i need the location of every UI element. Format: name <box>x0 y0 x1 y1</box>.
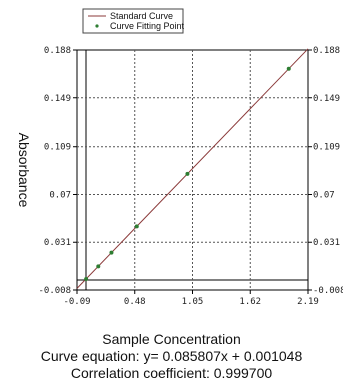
x-tick-labels: -0.09 0.48 1.05 1.62 2.19 <box>63 290 319 307</box>
y-tick-label-right: 0.188 <box>313 46 340 56</box>
y-tick-label-right: 0.031 <box>313 238 340 248</box>
curve-equation: Curve equation: y= 0.085807x + 0.001048 <box>40 348 303 364</box>
y-tick-label-left: 0.188 <box>44 46 71 56</box>
fitting-point <box>286 66 291 71</box>
standard-curve-line <box>76 48 309 289</box>
y-tick-label-left: 0.109 <box>44 143 71 153</box>
y-tick-label-right: 0.109 <box>313 143 340 153</box>
y-tick-labels-right: -0.008 0.031 0.07 0.109 0.149 0.188 <box>308 46 343 296</box>
x-tick-label: -0.09 <box>63 297 90 307</box>
fitting-point <box>134 224 139 229</box>
x-tick-label: 1.05 <box>182 297 204 307</box>
y-tick-label-left: 0.149 <box>44 94 71 104</box>
correlation-coefficient: Correlation coefficient: 0.999700 <box>70 365 273 381</box>
legend-box <box>82 8 184 34</box>
x-tick-label: 1.62 <box>239 297 261 307</box>
legend-label-fitting-point: Curve Fitting Point <box>110 21 185 31</box>
fitting-point <box>185 171 190 176</box>
x-tick-label: 2.19 <box>297 297 319 307</box>
y-tick-label-right: 0.149 <box>313 94 340 104</box>
y-tick-label-left: 0.031 <box>44 238 71 248</box>
fitting-point <box>84 276 89 281</box>
y-tick-label-left: 0.07 <box>49 190 71 200</box>
series-layer <box>76 48 309 289</box>
y-tick-label-left: -0.008 <box>38 286 71 296</box>
legend: Standard Curve Curve Fitting Point <box>82 8 185 34</box>
fitting-point <box>96 264 101 269</box>
x-tick-label: 0.48 <box>124 297 146 307</box>
y-axis-label: Absorbance <box>16 133 32 208</box>
chart-svg: Standard Curve Curve Fitting Point -0.09… <box>16 8 343 307</box>
legend-label-standard-curve: Standard Curve <box>110 11 173 21</box>
grid <box>77 50 308 290</box>
y-tick-label-right: -0.008 <box>313 286 343 296</box>
y-tick-labels-left: -0.008 0.031 0.07 0.109 0.149 0.188 <box>38 46 77 296</box>
y-tick-label-right: 0.07 <box>313 190 335 200</box>
legend-point-swatch <box>95 24 99 28</box>
x-axis-label: Sample Concentration <box>102 331 241 347</box>
fitting-point <box>109 250 114 255</box>
